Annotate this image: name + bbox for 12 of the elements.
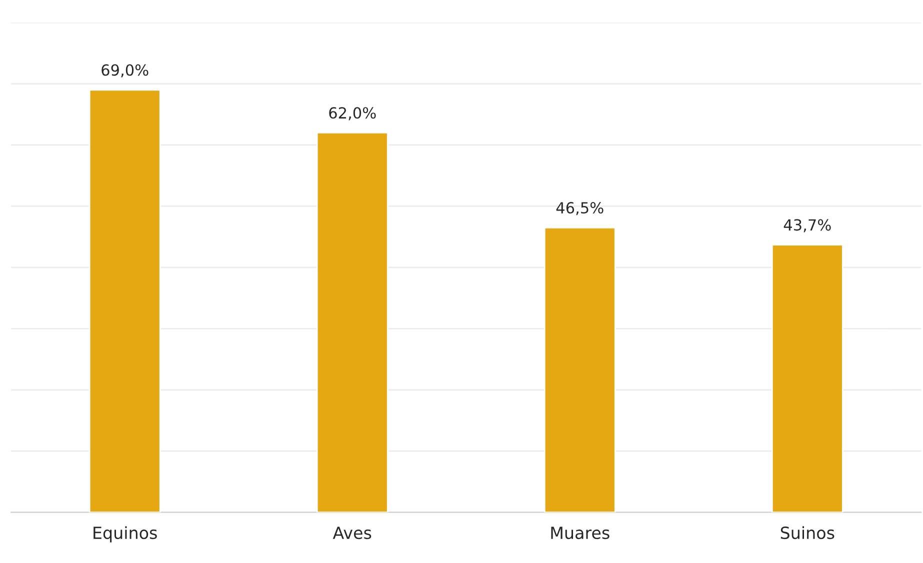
bar xyxy=(544,226,616,512)
bar xyxy=(316,132,388,512)
data-label: 62,0% xyxy=(329,107,376,120)
bar xyxy=(771,244,844,512)
x-tick-label: Suinos xyxy=(780,526,834,540)
data-label: 69,0% xyxy=(102,64,148,78)
data-label: 46,5% xyxy=(556,202,604,216)
x-tick-label: Aves xyxy=(332,526,372,540)
x-tick-label: Muares xyxy=(551,526,610,540)
data-label: 43,7% xyxy=(784,219,831,232)
bar xyxy=(88,89,161,512)
x-tick-label: Equinos xyxy=(94,526,157,542)
